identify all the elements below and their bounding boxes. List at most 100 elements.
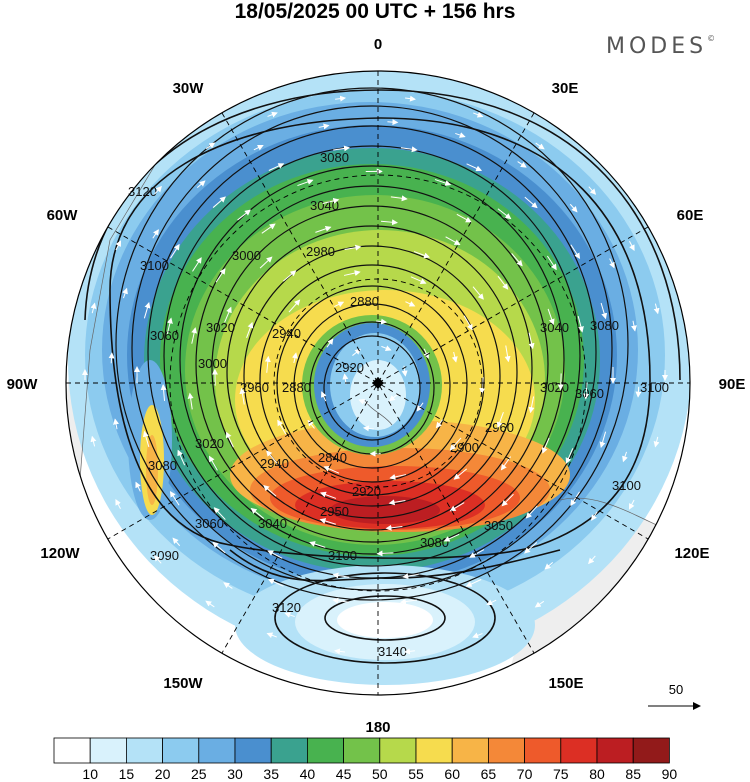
wind-arrow bbox=[486, 599, 497, 606]
wind-arrow bbox=[451, 351, 458, 363]
wind-arrow bbox=[344, 244, 362, 251]
map-boundary bbox=[65, 70, 691, 696]
wind-arrow bbox=[267, 111, 278, 118]
wind-arrow bbox=[546, 255, 557, 271]
colorbar-swatch bbox=[596, 737, 634, 764]
wind-vectors bbox=[82, 95, 668, 655]
wind-arrow bbox=[544, 561, 554, 570]
wind-arrow bbox=[135, 481, 141, 492]
lon-label-120w: 120W bbox=[40, 545, 80, 562]
wind-arrow bbox=[264, 355, 271, 373]
lon-label-30w: 30W bbox=[173, 80, 205, 97]
colorbar-tick-label: 40 bbox=[300, 766, 316, 782]
colorbar-tick-label: 35 bbox=[263, 766, 279, 782]
colorbar-tick-label: 50 bbox=[372, 766, 388, 782]
wind-arrow bbox=[388, 394, 398, 402]
wind-arrow bbox=[113, 418, 119, 430]
colorbar-swatch bbox=[524, 737, 562, 764]
colorbar-tick-label: 75 bbox=[553, 766, 569, 782]
contour-label: 3060 bbox=[195, 516, 224, 531]
lon-label-120e: 120E bbox=[674, 545, 709, 562]
wind-arrow bbox=[333, 145, 351, 152]
wind-arrow bbox=[405, 301, 416, 307]
wind-arrow bbox=[399, 598, 417, 605]
wind-arrow bbox=[501, 493, 514, 507]
colorbar-tick-label: 90 bbox=[662, 766, 678, 782]
wind-arrow bbox=[385, 524, 403, 531]
colorbar-tick-label: 65 bbox=[481, 766, 497, 782]
wind-arrow bbox=[239, 387, 246, 405]
lon-label-180: 180 bbox=[365, 719, 390, 736]
wind-arrow bbox=[315, 225, 332, 233]
contour-label: 3060 bbox=[150, 328, 179, 343]
colorbar-tick-label: 70 bbox=[517, 766, 533, 782]
wind-arrow bbox=[653, 303, 660, 315]
colorbar-swatch bbox=[126, 737, 164, 764]
wind-arrow bbox=[600, 302, 608, 320]
wind-arrow bbox=[196, 180, 206, 189]
wind-arrow bbox=[376, 550, 394, 557]
wind-arrow bbox=[250, 507, 265, 519]
wind-arrow bbox=[215, 268, 226, 283]
wind-arrow bbox=[297, 179, 314, 187]
wind-arrow bbox=[332, 597, 350, 604]
wind-arrow bbox=[381, 345, 392, 352]
colorbar-swatch bbox=[487, 737, 525, 764]
wind-arrow bbox=[629, 241, 635, 251]
contour-label: 3100 bbox=[140, 258, 169, 273]
wind-arrow bbox=[416, 402, 424, 412]
wind-arrow bbox=[142, 430, 150, 448]
wind-arrow bbox=[525, 505, 538, 519]
wind-arrow bbox=[322, 197, 340, 205]
wind-arrow bbox=[497, 275, 509, 290]
wind-arrow bbox=[380, 219, 398, 226]
wind-arrow bbox=[635, 386, 642, 398]
wind-arrow bbox=[318, 123, 330, 130]
lon-label-0: 0 bbox=[374, 36, 382, 53]
colorbar-tick-label: 85 bbox=[625, 766, 641, 782]
wind-arrow bbox=[535, 142, 545, 150]
wind-arrow bbox=[453, 468, 468, 480]
wind-arrow bbox=[517, 161, 527, 168]
wind-arrow bbox=[479, 377, 486, 395]
colorbar-swatch bbox=[451, 737, 489, 764]
contour-label: 3080 bbox=[590, 318, 619, 333]
colorbar-tick-label: 25 bbox=[191, 766, 207, 782]
colorbar-tick-label: 80 bbox=[589, 766, 605, 782]
brand-name: MODES bbox=[606, 34, 708, 59]
lon-label-90w: 90W bbox=[7, 376, 39, 393]
wind-arrow bbox=[456, 213, 472, 223]
wind-arrow bbox=[547, 308, 555, 326]
lon-label-150w: 150W bbox=[163, 675, 203, 692]
contour-label: 3020 bbox=[206, 320, 235, 335]
colorbar-tick-label: 45 bbox=[336, 766, 352, 782]
wind-arrow bbox=[266, 632, 277, 639]
wind-arrow bbox=[268, 163, 285, 171]
contour-label: 2920 bbox=[335, 360, 364, 375]
wind-arrow bbox=[388, 499, 406, 506]
wind-arrow bbox=[267, 550, 283, 559]
lon-label-60w: 60W bbox=[47, 207, 79, 224]
wind-arrow bbox=[362, 425, 374, 432]
contour-label: 2940 bbox=[272, 326, 301, 341]
colorbar-swatch bbox=[234, 737, 272, 764]
wind-arrow bbox=[246, 321, 254, 338]
wind-arrow bbox=[449, 437, 462, 451]
lon-label-150e: 150E bbox=[548, 675, 583, 692]
wind-arrow bbox=[326, 338, 334, 348]
wind-arrow bbox=[435, 419, 444, 429]
wind-arrow bbox=[403, 648, 415, 655]
contour-label: 2980 bbox=[306, 244, 335, 259]
colorbar-tick-label: 55 bbox=[408, 766, 424, 782]
lon-label-90e: 90E bbox=[719, 376, 746, 393]
contour-label: 2880 bbox=[350, 294, 379, 309]
contour-label: 2950 bbox=[320, 504, 349, 519]
wind-arrow bbox=[588, 186, 597, 195]
wind-arrow bbox=[524, 196, 538, 209]
lon-label-30e: 30E bbox=[552, 80, 579, 97]
contour-label: 3100 bbox=[328, 548, 357, 563]
wind-arrow bbox=[400, 146, 418, 153]
contour-label: 3090 bbox=[150, 548, 179, 563]
contour-label: 3100 bbox=[640, 380, 669, 395]
